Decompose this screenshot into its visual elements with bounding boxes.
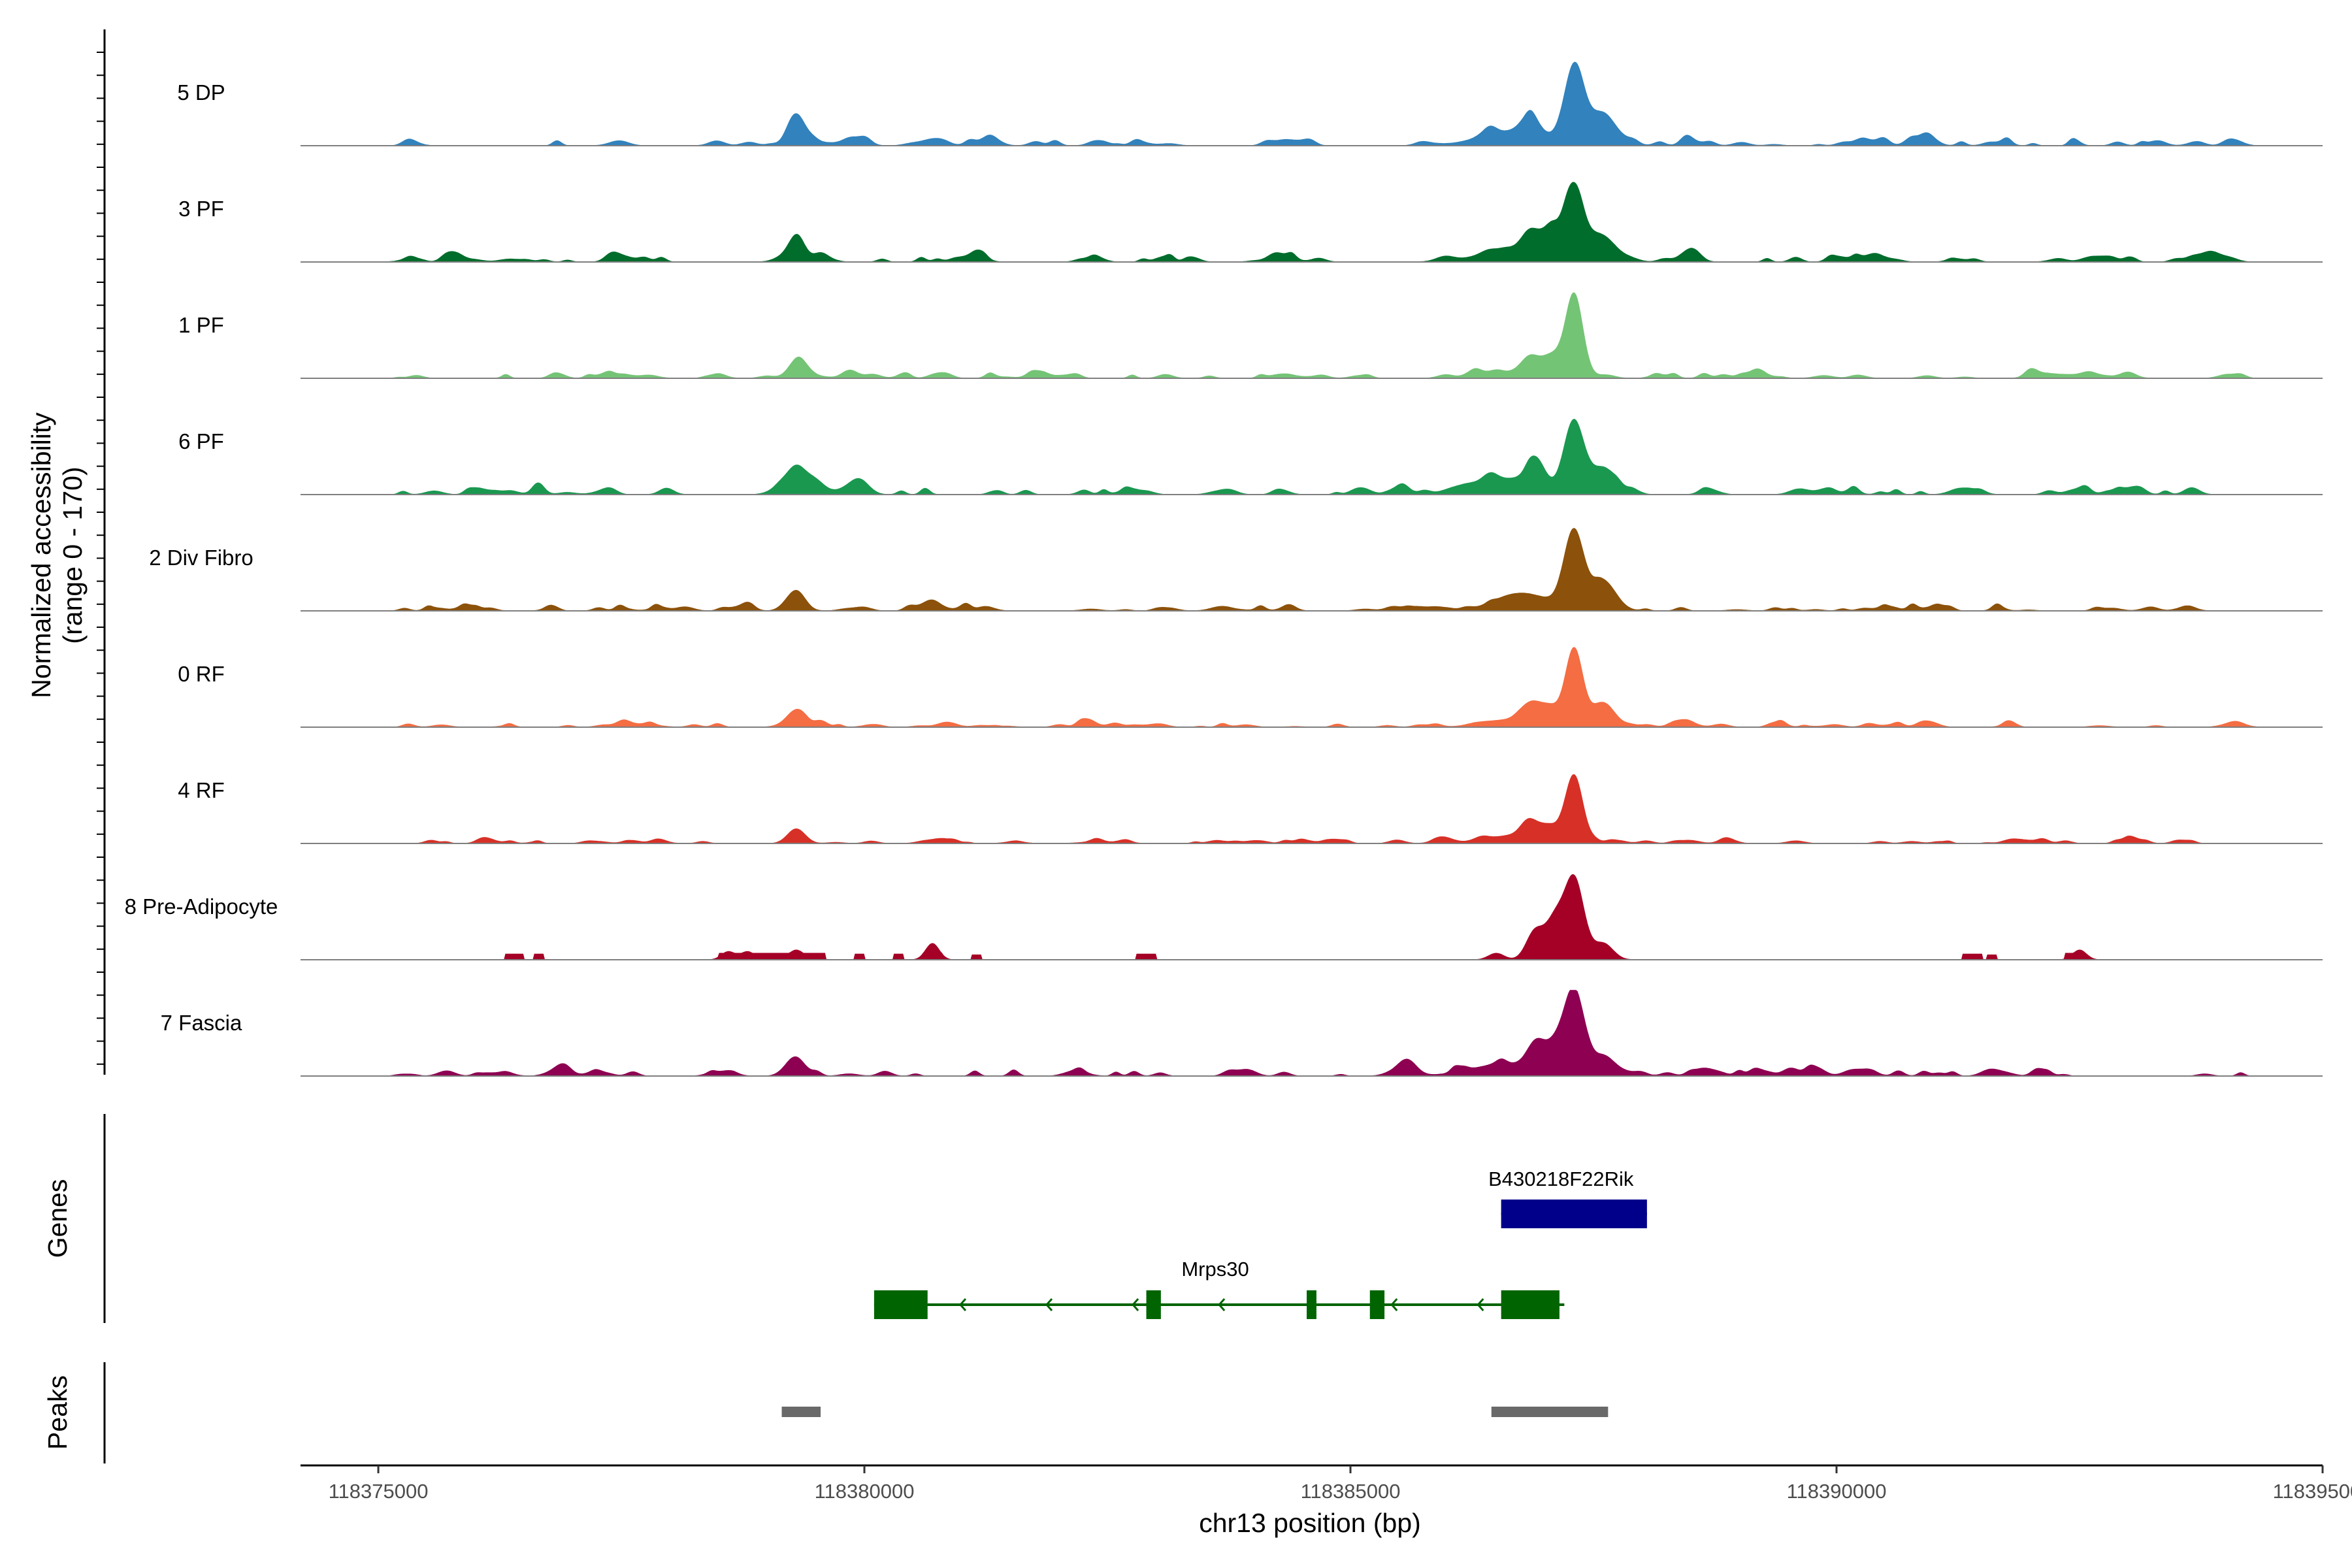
x-tick-label: 118395000 [2273, 1480, 2352, 1503]
x-tick-label: 118385000 [1301, 1480, 1401, 1503]
gene-annotations: B430218F22Rik Mrps30 [874, 1168, 1647, 1319]
peak-regions [781, 1407, 1609, 1417]
track-4: 6 PF [178, 419, 2323, 495]
x-tick-label: 118375000 [329, 1480, 429, 1503]
track-label: 3 PF [178, 197, 224, 221]
track-3: 1 PF [178, 292, 2323, 379]
strand-arrow [1390, 1298, 1398, 1311]
track-label: 0 RF [178, 662, 225, 686]
track-label: 2 Div Fibro [149, 546, 253, 570]
coverage-area [301, 61, 2323, 146]
x-axis-ticks: 118375000 118380000 118385000 118390000 1183… [329, 1465, 2352, 1503]
x-tick-label: 118380000 [815, 1480, 915, 1503]
x-axis-title: chr13 position (bp) [1199, 1508, 1421, 1538]
track-5: 2 Div Fibro [149, 528, 2323, 612]
track-8: 8 Pre-Adipocyte [125, 874, 2323, 960]
peak-region-bar [781, 1407, 821, 1417]
strand-arrow [1218, 1298, 1226, 1311]
gene-Mrps30: Mrps30 [874, 1258, 1565, 1319]
gene-exon [874, 1290, 928, 1319]
y-axis-title-line1: Normalized accessibility [26, 412, 56, 698]
gene-exon [1501, 1200, 1647, 1228]
y-axis-title-line2: (range 0 - 170) [57, 466, 88, 644]
track-6: 0 RF [178, 647, 2323, 728]
track-label: 6 PF [178, 429, 224, 453]
track-label: 4 RF [178, 778, 225, 802]
coverage-area [301, 774, 2323, 844]
peaks-panel-label: Peaks [42, 1375, 73, 1450]
track-9: 7 Fascia [161, 990, 2323, 1077]
track-label: 1 PF [178, 313, 224, 337]
track-2: 3 PF [178, 182, 2323, 263]
coverage-tracks: 5 DP 3 PF 1 PF 6 PF 2 Div Fibro 0 RF 4 RF 8 Pre… [125, 61, 2323, 1077]
coverage-y-ticks [97, 52, 105, 1065]
gene-B430218F22Rik: B430218F22Rik [1488, 1168, 1647, 1228]
gene-exon [1307, 1290, 1316, 1319]
gene-exon [1146, 1290, 1161, 1319]
gene-name-label: B430218F22Rik [1488, 1168, 1634, 1190]
peak-region-bar [1491, 1407, 1609, 1417]
track-1: 5 DP [177, 61, 2323, 146]
track-label: 8 Pre-Adipocyte [125, 894, 278, 919]
gene-exon [1501, 1290, 1560, 1319]
gene-name-label: Mrps30 [1181, 1258, 1249, 1281]
x-tick-label: 118390000 [1787, 1480, 1887, 1503]
gene-exon [1369, 1290, 1385, 1319]
track-label: 7 Fascia [161, 1011, 242, 1035]
strand-arrow [1132, 1298, 1139, 1311]
strand-arrow [1477, 1298, 1484, 1311]
strand-arrow [1045, 1298, 1053, 1311]
track-label: 5 DP [177, 80, 225, 105]
genes-panel-label: Genes [42, 1179, 73, 1258]
strand-arrow [958, 1298, 967, 1311]
track-7: 4 RF [178, 774, 2323, 844]
